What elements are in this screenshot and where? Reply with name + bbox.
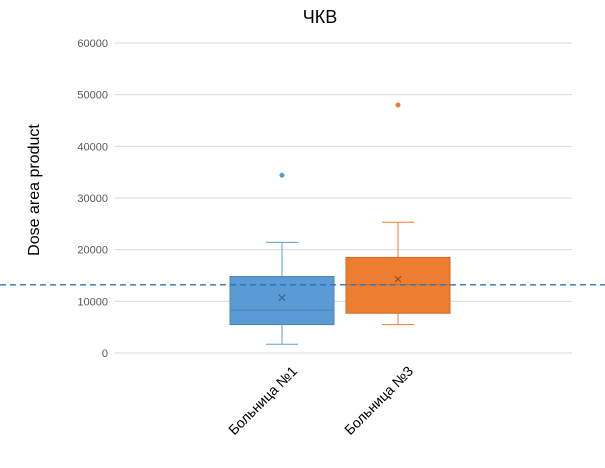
outlier-point — [279, 172, 285, 178]
x-axis-categories: Больница №1 Больница №3 — [225, 363, 416, 438]
y-axis-label: Dose area product — [26, 124, 43, 256]
outlier-point — [395, 102, 401, 108]
y-tick-label: 20000 — [77, 245, 108, 257]
mean-marker-stroke — [278, 294, 286, 302]
y-tick-label: 60000 — [77, 38, 108, 50]
mean-marker-stroke — [394, 275, 402, 283]
y-tick-label: 0 — [102, 348, 108, 360]
mean-marker — [278, 294, 286, 302]
chart-title: ЧКВ — [303, 7, 338, 27]
box-2 — [345, 102, 451, 326]
boxes — [229, 102, 451, 345]
y-tick-label: 50000 — [77, 90, 108, 102]
gridlines — [115, 42, 572, 354]
mean-marker — [394, 275, 402, 283]
y-axis-ticks: 0 10000 20000 30000 40000 50000 60000 — [77, 38, 108, 360]
y-tick-label: 10000 — [77, 296, 108, 308]
y-tick-label: 30000 — [77, 193, 108, 205]
x-category-label: Больница №1 — [225, 363, 300, 438]
box-body — [229, 276, 335, 326]
y-tick-label: 40000 — [77, 141, 108, 153]
x-category-label: Больница №3 — [341, 363, 416, 438]
